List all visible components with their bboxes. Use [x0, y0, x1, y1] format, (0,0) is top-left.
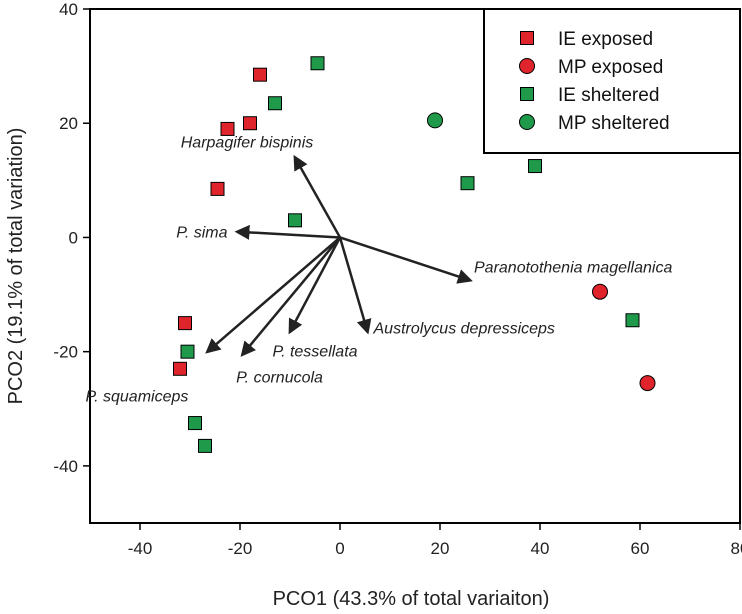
legend-marker: [520, 87, 534, 101]
data-point: [198, 438, 212, 453]
data-point: [288, 213, 302, 228]
x-tick-label: -40: [128, 539, 153, 558]
data-point: [178, 316, 192, 331]
vector-arrow: [339, 236, 473, 284]
vector-label: Harpagifer bispinis: [181, 134, 314, 151]
data-point: [625, 313, 640, 328]
legend-label: MP exposed: [558, 57, 663, 78]
data-point: [427, 112, 443, 129]
legend-marker: [519, 58, 535, 74]
legend-marker: [520, 31, 534, 45]
vector-label: Austrolycus depressiceps: [373, 321, 555, 338]
legend-label: IE sheltered: [558, 85, 659, 106]
x-tick-label: 80: [731, 539, 742, 558]
data-point: [173, 361, 187, 376]
x-tick-label: 60: [631, 539, 650, 558]
legend: IE exposed MP exposed IE sheltered MP shelt…: [483, 8, 741, 154]
vector-arrow: [234, 224, 341, 240]
vector-arrow: [205, 236, 341, 354]
vector-label: P. sima: [176, 225, 227, 242]
data-point: [268, 96, 282, 111]
legend-marker: [519, 114, 535, 130]
x-tick-label: -20: [228, 539, 253, 558]
legend-label: IE exposed: [558, 29, 653, 50]
x-tick-label: 20: [431, 539, 450, 558]
y-tick-label: -40: [53, 457, 78, 476]
vector-arrow: [293, 154, 342, 239]
data-point: [188, 416, 202, 431]
data-point: [243, 116, 257, 131]
vector-arrow: [240, 236, 341, 357]
data-point: [310, 56, 325, 71]
vector-arrow: [288, 236, 342, 335]
vector-label: P. tessellata: [272, 344, 357, 361]
data-point: [210, 181, 225, 196]
axis-ticks: -40 -20 0 20 40 60 80 -40 -20 0 20 40: [53, 0, 742, 558]
species-vectors: Harpagifer bispinis P. sima Paranotothenia…: [86, 134, 673, 405]
y-tick-label: 40: [59, 0, 78, 19]
data-point: [592, 283, 608, 300]
y-axis-title: PCO2 (19.1% of total variation): [5, 128, 27, 405]
data-points: [173, 56, 656, 453]
data-point: [528, 159, 542, 174]
x-axis-title: PCO1 (43.3% of total variaiton): [273, 588, 550, 610]
vector-label: P. squamiceps: [86, 389, 189, 406]
vector-label: P. cornucola: [236, 370, 323, 387]
plot-area-frame: [89, 8, 741, 524]
vector-label: Paranotothenia magellanica: [474, 259, 672, 276]
data-point: [220, 121, 235, 136]
x-tick-label: 40: [531, 539, 550, 558]
vector-arrow: [338, 237, 372, 335]
data-point: [460, 176, 475, 191]
y-tick-label: 20: [59, 114, 78, 133]
data-point: [639, 375, 656, 392]
data-point: [180, 344, 195, 359]
x-tick-label: 0: [335, 539, 344, 558]
data-point: [253, 67, 267, 82]
legend-label: MP sheltered: [558, 113, 670, 134]
y-tick-label: 0: [69, 228, 78, 247]
y-tick-label: -20: [53, 343, 78, 362]
